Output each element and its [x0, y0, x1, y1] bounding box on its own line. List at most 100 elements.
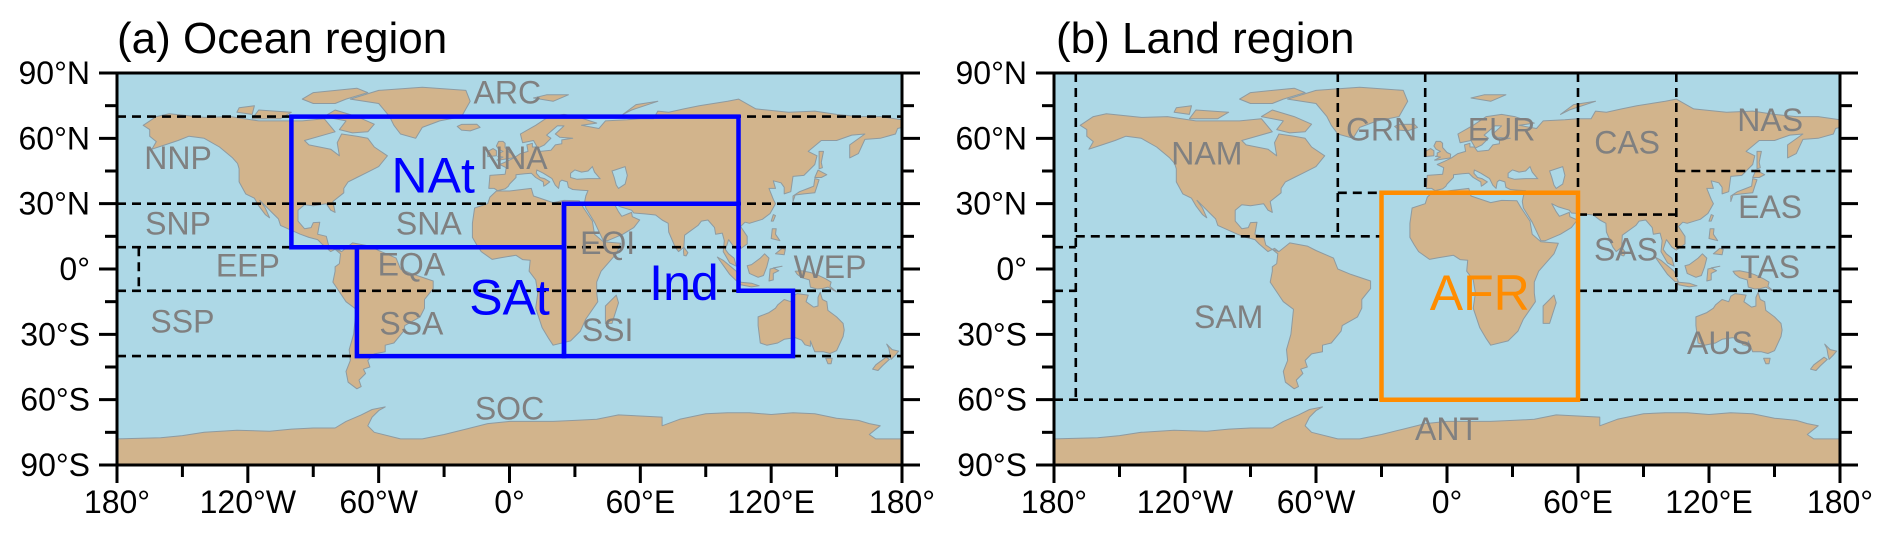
landmass [1730, 178, 1758, 202]
lon-tick-label: 60°E [605, 484, 675, 520]
landmass [622, 100, 659, 115]
landmass [1810, 356, 1828, 371]
region-label-arc: ARC [474, 75, 542, 111]
lat-tick-label: 60°N [956, 120, 1028, 156]
landmass [1425, 98, 1840, 267]
inland-sea [570, 165, 602, 180]
region-label-nna: NNA [480, 140, 548, 176]
panel-title: (a) Ocean region [117, 14, 447, 63]
landmass [1763, 357, 1771, 365]
landmass [1239, 87, 1306, 104]
lat-tick-label: 30°N [19, 186, 91, 222]
lat-tick-label: 90°N [956, 55, 1028, 91]
region-label-cas: CAS [1594, 125, 1660, 161]
landmass [1824, 343, 1838, 360]
landmass [1756, 150, 1762, 170]
landmass [1706, 265, 1721, 282]
lon-tick-label: 120°E [727, 484, 815, 520]
region-label-ssi: SSI [582, 312, 634, 348]
axis-ticks [1036, 71, 1858, 483]
lat-tick-label: 30°N [956, 186, 1028, 222]
region-label-grn: GRN [1346, 112, 1417, 148]
lon-tick-label: 60°W [339, 484, 418, 520]
landmass [1424, 148, 1435, 158]
panel-title: (b) Land region [1056, 14, 1354, 63]
land-layer [117, 86, 902, 465]
landmass [794, 270, 838, 293]
region-label-sat: SAt [469, 269, 550, 325]
lat-tick-label: 30°S [20, 316, 90, 352]
ocean-region-map-panel: (a) Ocean region ARC NNP NNA SNP SNA EEP EQA EQ… [19, 14, 936, 520]
region-label-sna: SNA [396, 205, 462, 241]
lat-tick-label: 0° [59, 251, 90, 287]
landmass [1560, 100, 1596, 115]
inland-sea [1548, 165, 1566, 190]
landmass [456, 123, 481, 132]
landmass [825, 357, 833, 365]
land-layer [1054, 86, 1840, 465]
highlight-region-ind [561, 201, 796, 359]
region-label-afr: AFR [1430, 265, 1530, 321]
lat-tick-label: 90°N [19, 55, 91, 91]
landmass [1708, 228, 1719, 242]
inland-sea [611, 165, 628, 190]
landmass [1708, 214, 1714, 222]
region-label-soc: SOC [475, 390, 544, 426]
landmass [683, 246, 689, 257]
landmass [872, 356, 890, 371]
landmass [1433, 140, 1452, 161]
region-label-nas: NAS [1737, 102, 1803, 138]
lat-tick-label: 60°S [957, 382, 1027, 418]
region-label-ind: Ind [649, 255, 719, 311]
landmass [1173, 105, 1192, 115]
lat-tick-label: 0° [996, 251, 1027, 287]
landmass [1695, 291, 1783, 354]
region-label-eqa: EQA [378, 247, 446, 283]
region-label-eur: EUR [1468, 112, 1536, 148]
region-label-nam: NAM [1171, 136, 1242, 172]
region-label-ssa: SSA [379, 305, 444, 341]
landmass [886, 343, 900, 360]
highlight-region-afr [1379, 190, 1581, 402]
landmass [1620, 246, 1627, 257]
landmass [251, 109, 292, 120]
lon-tick-label: 60°W [1277, 484, 1356, 520]
landmass [1054, 406, 1840, 465]
landmass [775, 247, 786, 256]
landmass [1269, 242, 1372, 390]
landmass [1654, 256, 1679, 283]
lon-tick-label: 120°W [200, 484, 297, 520]
region-label-ant: ANT [1415, 411, 1479, 447]
lon-tick-label: 0° [494, 484, 525, 520]
landmass [792, 178, 820, 202]
landmass [488, 98, 902, 267]
region-label-eep: EEP [216, 248, 280, 284]
lon-tick-label: 180° [1021, 484, 1087, 520]
region-label-eqi: EQI [580, 225, 635, 261]
region-label-sam: SAM [1194, 299, 1263, 335]
landmass [770, 228, 781, 242]
region-label-tas: TAS [1740, 249, 1800, 285]
region-label-nat: NAt [392, 147, 475, 203]
landmass [487, 148, 497, 158]
lat-tick-label: 60°S [20, 382, 90, 418]
landmass [1079, 113, 1326, 253]
landmass [236, 105, 255, 115]
lon-tick-label: 180° [869, 484, 935, 520]
landmass [495, 140, 514, 161]
region-label-wep: WEP [794, 249, 867, 285]
landmass [1712, 247, 1724, 256]
region-label-nnp: NNP [144, 140, 212, 176]
landmass [301, 87, 369, 104]
landmass [818, 150, 824, 170]
landmass [117, 406, 902, 465]
axis-ticks [99, 71, 920, 483]
landmass [471, 187, 622, 346]
lat-tick-label: 90°S [20, 447, 90, 483]
landmass [1394, 123, 1418, 132]
region-label-ssp: SSP [150, 303, 214, 339]
landmass [746, 253, 770, 278]
landmass [1732, 270, 1775, 293]
landmass [1470, 94, 1507, 102]
